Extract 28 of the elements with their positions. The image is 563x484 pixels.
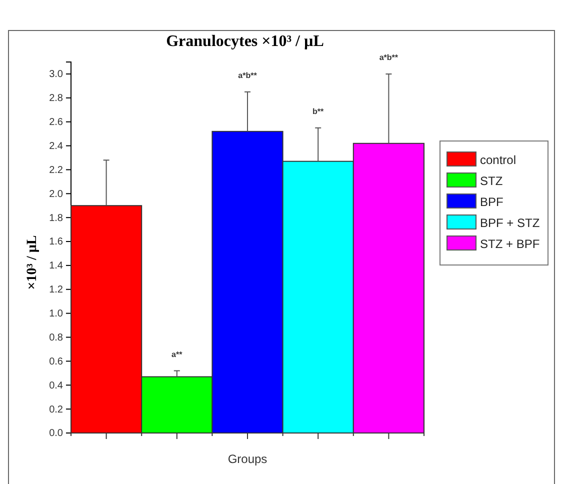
y-axis-title: ×10³ / µL [25, 235, 40, 290]
y-tick-label: 2.4 [49, 140, 64, 152]
y-tick-label: 0.4 [49, 380, 64, 392]
annotation: b** [312, 106, 325, 116]
y-tick-label: 1.8 [49, 212, 64, 224]
annotation: a*b** [238, 70, 258, 80]
y-tick-label: 1.2 [49, 284, 64, 296]
y-tick-label: 2.6 [49, 117, 64, 128]
annotation: a** [172, 350, 184, 359]
legend-label: BPF + STZ [480, 216, 540, 230]
y-tick-label: 3.0 [49, 69, 64, 80]
y-tick-label: 2.0 [49, 188, 64, 200]
y-tick-label: 2.8 [49, 93, 64, 104]
y-tick-label: 2.2 [49, 164, 64, 176]
x-axis-title: Groups [228, 452, 268, 466]
y-tick-label: 0.0 [49, 428, 64, 440]
legend-label: BPF [480, 195, 504, 209]
y-tick-label: 0.2 [49, 404, 64, 416]
y-tick-label: 1.4 [49, 260, 64, 272]
y-tick-label: 1.6 [49, 236, 64, 248]
y-tick-label: 0.6 [49, 356, 64, 368]
y-tick-label: 0.8 [49, 332, 64, 344]
y-tick-label: 1.0 [49, 308, 64, 320]
legend-label: control [480, 153, 516, 167]
text: a*b** [379, 52, 399, 62]
chart-title: Granulocytes ×10³ / µL [166, 33, 324, 50]
legend-label: STZ + BPF [480, 237, 540, 251]
legend-label: STZ [480, 174, 503, 188]
